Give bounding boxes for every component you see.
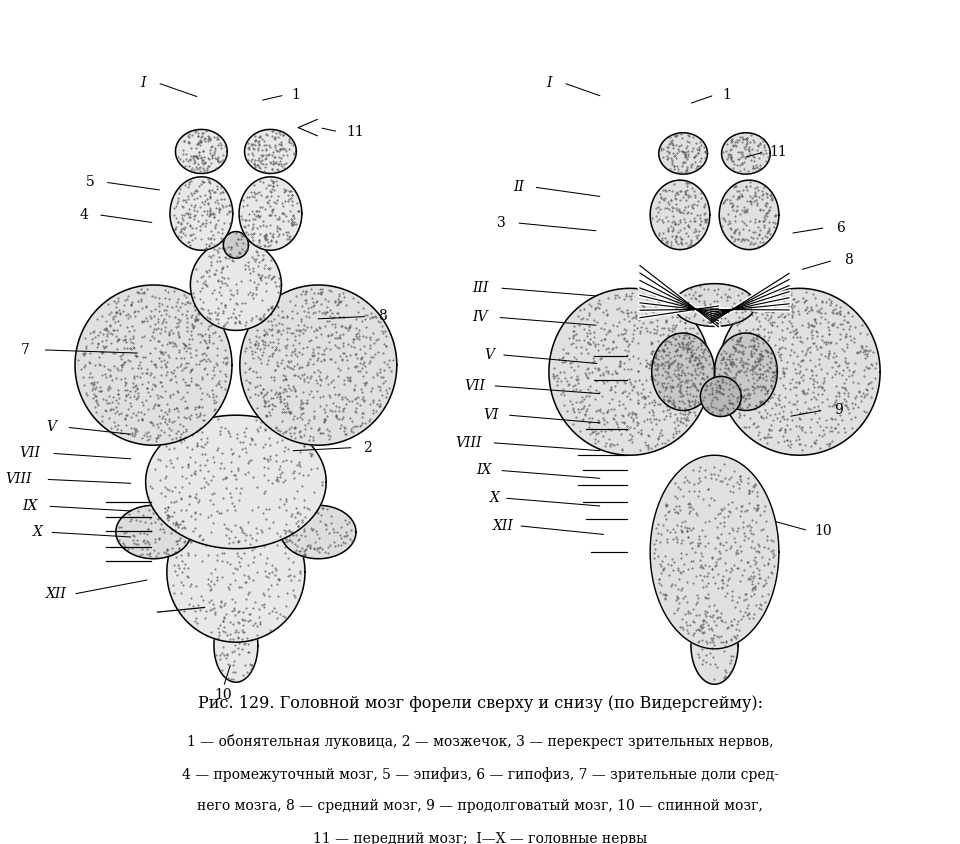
Text: 2: 2 bbox=[363, 441, 372, 455]
Text: 1: 1 bbox=[292, 88, 300, 102]
Polygon shape bbox=[75, 285, 232, 446]
Polygon shape bbox=[722, 133, 770, 174]
Text: 9: 9 bbox=[834, 403, 843, 417]
Text: 1 — обонятельная луковица, 2 — мозжечок, 3 — перекрест зрительных нервов,: 1 — обонятельная луковица, 2 — мозжечок,… bbox=[187, 734, 773, 749]
Polygon shape bbox=[280, 506, 356, 559]
Polygon shape bbox=[170, 177, 232, 251]
Text: VIII: VIII bbox=[455, 436, 482, 450]
Text: IX: IX bbox=[22, 499, 37, 513]
Polygon shape bbox=[167, 502, 305, 642]
Text: VIII: VIII bbox=[6, 473, 32, 486]
Text: VI: VI bbox=[484, 408, 499, 422]
Text: 1: 1 bbox=[723, 88, 732, 102]
Text: 6: 6 bbox=[836, 221, 845, 235]
Polygon shape bbox=[659, 133, 708, 174]
Text: 10: 10 bbox=[814, 523, 831, 538]
Polygon shape bbox=[701, 376, 741, 416]
Text: 11 — передний мозг;  I—X — головные нервы: 11 — передний мозг; I—X — головные нервы bbox=[313, 832, 647, 844]
Polygon shape bbox=[650, 455, 779, 649]
Text: V: V bbox=[485, 348, 494, 362]
Polygon shape bbox=[719, 180, 779, 250]
Text: него мозга, 8 — средний мозг, 9 — продолговатый мозг, 10 — спинной мозг,: него мозга, 8 — средний мозг, 9 — продол… bbox=[197, 799, 763, 814]
Text: IV: IV bbox=[472, 311, 488, 324]
Text: 4: 4 bbox=[80, 208, 88, 222]
Polygon shape bbox=[190, 240, 281, 330]
Polygon shape bbox=[116, 506, 191, 559]
Text: V: V bbox=[46, 420, 57, 434]
Text: VII: VII bbox=[19, 446, 40, 460]
Text: 11: 11 bbox=[347, 125, 365, 138]
Polygon shape bbox=[146, 415, 326, 549]
Text: XII: XII bbox=[492, 519, 514, 533]
Text: IX: IX bbox=[476, 463, 492, 478]
Text: I: I bbox=[140, 76, 146, 89]
Text: 3: 3 bbox=[496, 216, 505, 230]
Text: 10: 10 bbox=[215, 688, 232, 702]
Polygon shape bbox=[214, 609, 258, 682]
Polygon shape bbox=[674, 284, 756, 327]
Polygon shape bbox=[245, 129, 297, 174]
Polygon shape bbox=[714, 333, 778, 410]
Text: X: X bbox=[490, 491, 499, 505]
Text: 8: 8 bbox=[844, 253, 852, 268]
Text: 8: 8 bbox=[378, 310, 387, 323]
Polygon shape bbox=[549, 289, 710, 455]
Polygon shape bbox=[239, 177, 301, 251]
Polygon shape bbox=[652, 333, 714, 410]
Text: 5: 5 bbox=[86, 176, 95, 189]
Text: X: X bbox=[33, 525, 42, 539]
Polygon shape bbox=[224, 231, 249, 258]
Text: I: I bbox=[546, 76, 552, 89]
Text: III: III bbox=[471, 281, 489, 295]
Text: XII: XII bbox=[45, 587, 66, 601]
Polygon shape bbox=[691, 607, 738, 684]
Text: II: II bbox=[513, 180, 524, 194]
Text: 4 — промежуточный мозг, 5 — эпифиз, 6 — гипофиз, 7 — зрительные доли сред-: 4 — промежуточный мозг, 5 — эпифиз, 6 — … bbox=[181, 766, 779, 782]
Polygon shape bbox=[718, 289, 880, 455]
Text: VII: VII bbox=[465, 379, 486, 392]
Text: 7: 7 bbox=[21, 343, 30, 357]
Polygon shape bbox=[240, 285, 396, 446]
Text: Рис. 129. Головной мозг форели сверху и снизу (по Видерсгейму):: Рис. 129. Головной мозг форели сверху и … bbox=[198, 695, 762, 712]
Text: 11: 11 bbox=[770, 145, 787, 159]
Polygon shape bbox=[176, 129, 228, 174]
Polygon shape bbox=[650, 180, 709, 250]
